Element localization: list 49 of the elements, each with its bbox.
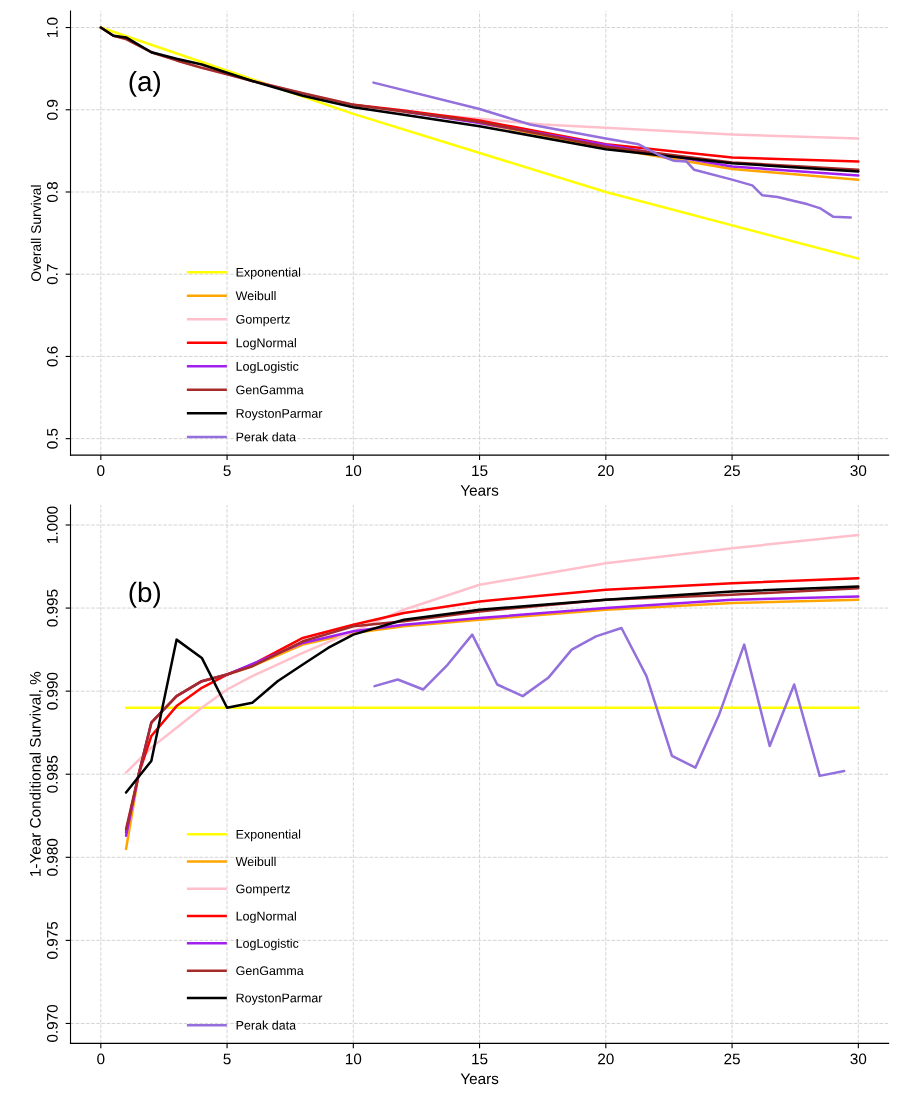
legend-label: LogLogistic xyxy=(236,361,299,374)
legend-label: GenGamma xyxy=(236,385,304,395)
legend-label: Weibull xyxy=(235,291,276,301)
x-tick-label: 30 xyxy=(850,1053,867,1065)
x-tick-label: 0 xyxy=(97,1053,105,1065)
legend-label: LogNormal xyxy=(236,338,296,350)
legend-label: Exponential xyxy=(236,267,301,280)
y-tick-label: 1.0 xyxy=(46,17,58,37)
y-tick-label: 0.5 xyxy=(46,428,58,449)
legend-label: Perak data xyxy=(236,1020,297,1030)
y-axis-title: Overall Survival xyxy=(30,185,42,282)
legend-label: Exponential xyxy=(236,829,301,842)
x-tick-label: 5 xyxy=(223,1053,231,1065)
annotation: (a) xyxy=(129,70,161,97)
legend-label: Gompertz xyxy=(236,884,290,896)
x-tick-label: 30 xyxy=(850,465,867,477)
legend-label: Weibull xyxy=(235,856,276,867)
annotation: (b) xyxy=(129,581,161,608)
legend-label: GenGamma xyxy=(236,966,304,976)
legend-label: Gompertz xyxy=(236,314,290,327)
legend-label: LogLogistic xyxy=(236,938,299,951)
legend-label: LogNormal xyxy=(236,911,296,924)
y-tick-label: 0.985 xyxy=(46,755,58,793)
y-tick-label: 1.000 xyxy=(46,506,58,543)
y-tick-label: 0.975 xyxy=(46,921,58,959)
y-tick-label: 0.6 xyxy=(46,346,58,367)
y-tick-label: 0.970 xyxy=(46,1004,58,1042)
legend-label: RoystonParmar xyxy=(236,993,323,1005)
y-tick-label: 0.7 xyxy=(46,264,58,285)
x-tick-label: 15 xyxy=(472,465,488,477)
y-tick-label: 0.980 xyxy=(46,838,58,876)
x-tick-label: 20 xyxy=(598,465,614,477)
legend-label: RoystonParmar xyxy=(236,409,323,421)
x-tick-label: 25 xyxy=(724,1053,740,1065)
y-tick-label: 0.990 xyxy=(46,672,58,710)
x-tick-label: 0 xyxy=(97,465,105,477)
x-tick-label: 25 xyxy=(724,465,740,477)
legend-label: Perak data xyxy=(236,432,297,442)
x-axis-title: Years xyxy=(460,485,499,496)
y-tick-label: 0.995 xyxy=(46,589,58,627)
x-tick-label: 10 xyxy=(345,1053,362,1065)
y-axis-title: 1-Year Conditional Survival, % xyxy=(29,671,43,876)
x-tick-label: 10 xyxy=(345,465,362,477)
x-tick-label: 20 xyxy=(598,1053,614,1065)
x-axis-title: Years xyxy=(460,1073,499,1085)
x-tick-label: 5 xyxy=(223,465,231,477)
x-tick-label: 15 xyxy=(472,1053,488,1065)
y-tick-label: 0.8 xyxy=(46,182,58,203)
y-tick-label: 0.9 xyxy=(46,99,58,120)
